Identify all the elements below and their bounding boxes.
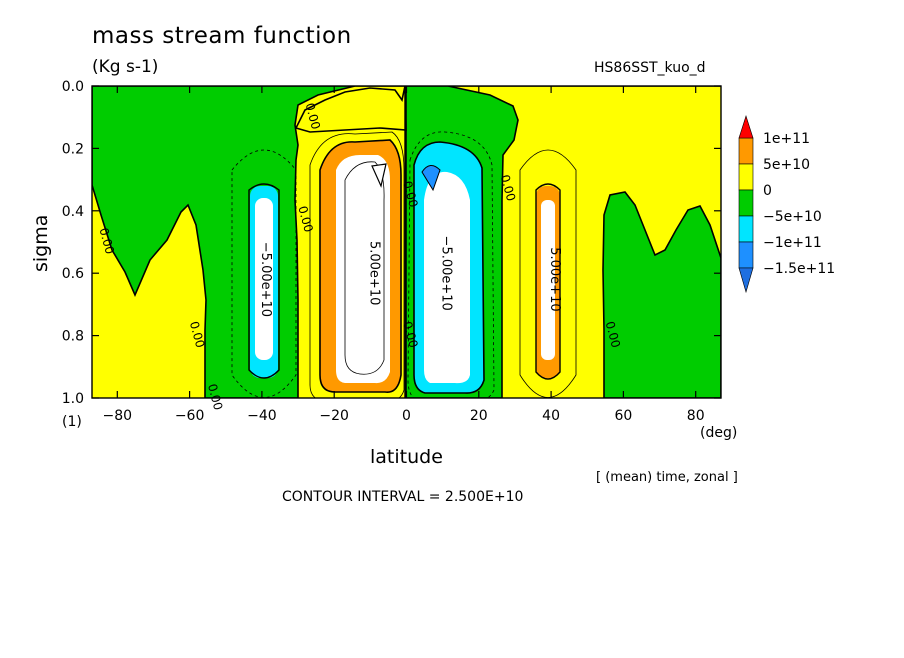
contour-label: 0.00	[400, 179, 420, 208]
equator-positive-tongue	[294, 86, 407, 133]
north-ferrel-outer	[519, 149, 577, 398]
averaging-note: [ (mean) time, zonal ]	[596, 470, 738, 485]
x-tick-label: 80	[687, 408, 705, 424]
colorbar-over-arrow	[738, 115, 754, 139]
north-hadley-cell	[407, 131, 495, 398]
colorbar-band	[738, 163, 754, 191]
x-tick-label: −80	[103, 408, 133, 424]
colorbar-band	[738, 241, 754, 269]
south-ferrel-contour	[248, 183, 280, 379]
south-hadley-inner	[344, 161, 385, 375]
colorbar-label: −1.5e+11	[763, 261, 835, 277]
colorbar-label: −1e+11	[763, 235, 822, 251]
run-name: HS86SST_kuo_d	[594, 60, 706, 76]
x-tick-label: −20	[319, 408, 349, 424]
contour-label: 0.00	[96, 226, 116, 255]
contour-labels: 0.00 0.00 0.00 0.00 0.00 0.00 0.00 0.00 0.00 −5.0…	[96, 101, 623, 411]
north-polar-negative-region	[602, 191, 721, 398]
north-ferrel-cell	[519, 149, 577, 398]
colorbar-label: 5e+10	[763, 157, 810, 173]
south-hadley-outer	[309, 131, 405, 398]
colorbar-label: −5e+10	[763, 209, 822, 225]
contour-label: 0.00	[187, 320, 207, 349]
contour-label: 0.00	[303, 101, 323, 130]
colorbar-under-arrow	[738, 267, 754, 294]
south-hadley-core	[336, 155, 390, 384]
contour-fields	[92, 86, 721, 398]
axes: −80 −60 −40 −20 0 20 40 60 80 0.0 0.2 0.4 0.6 0.8 1.0	[62, 79, 721, 424]
y-tick-label: 1.0	[62, 391, 84, 407]
x-tick-label: 40	[542, 408, 560, 424]
x-tick-label: 0	[402, 408, 411, 424]
y-tick-label: 0.6	[62, 266, 84, 282]
x-tick-label: 60	[614, 408, 632, 424]
x-axis-unit: (deg)	[700, 425, 738, 441]
colorbar-band	[738, 215, 754, 243]
y-tick-label: 0.4	[62, 204, 84, 220]
south-hadley-max-marker	[371, 163, 387, 188]
x-tick-label: −60	[175, 408, 205, 424]
cell-peak-label: −5.00e+10	[439, 236, 454, 311]
contour-label: 0.00	[400, 320, 420, 349]
x-axis-label: latitude	[370, 446, 443, 468]
y-tick-label: 0.8	[62, 329, 84, 345]
contour-interval: CONTOUR INTERVAL = 2.500E+10	[282, 489, 524, 505]
south-hadley-cell	[309, 131, 405, 398]
y-tick-label: 0.2	[62, 141, 84, 157]
y-tick-label: 0.0	[62, 79, 84, 95]
north-ferrel-contour	[535, 183, 561, 380]
y-axis-unit: (1)	[62, 414, 82, 430]
south-ferrel-dashed	[231, 149, 297, 398]
cell-peak-label: 5.00e+10	[547, 247, 562, 311]
south-ferrel-core	[255, 198, 273, 360]
cell-peak-label: −5.00e+10	[258, 242, 273, 317]
contour-label: 0.00	[295, 204, 315, 233]
colorbar-band	[738, 189, 754, 217]
x-tick-label: 20	[470, 408, 488, 424]
north-ferrel-core	[541, 200, 555, 360]
colorbar-label: 1e+11	[763, 131, 810, 147]
x-tick-label: −40	[247, 408, 277, 424]
chart-title: mass stream function	[92, 23, 352, 49]
north-hadley-core	[424, 171, 470, 384]
contour-label: 0.00	[603, 320, 623, 349]
north-hadley-max	[421, 165, 441, 192]
chart-units: (Kg s-1)	[92, 57, 159, 77]
contour-label: 0.00	[498, 173, 518, 202]
colorbar-band	[738, 137, 754, 165]
south-ferrel-cell	[231, 149, 297, 398]
colorbar: 1e+11 5e+10 0 −5e+10 −1e+11 −1.5e+11	[738, 115, 835, 294]
contour-label: 0.00	[205, 382, 225, 411]
cell-peak-label: 5.00e+10	[366, 241, 381, 305]
colorbar-label: 0	[763, 183, 772, 199]
y-axis-label: sigma	[30, 214, 52, 272]
